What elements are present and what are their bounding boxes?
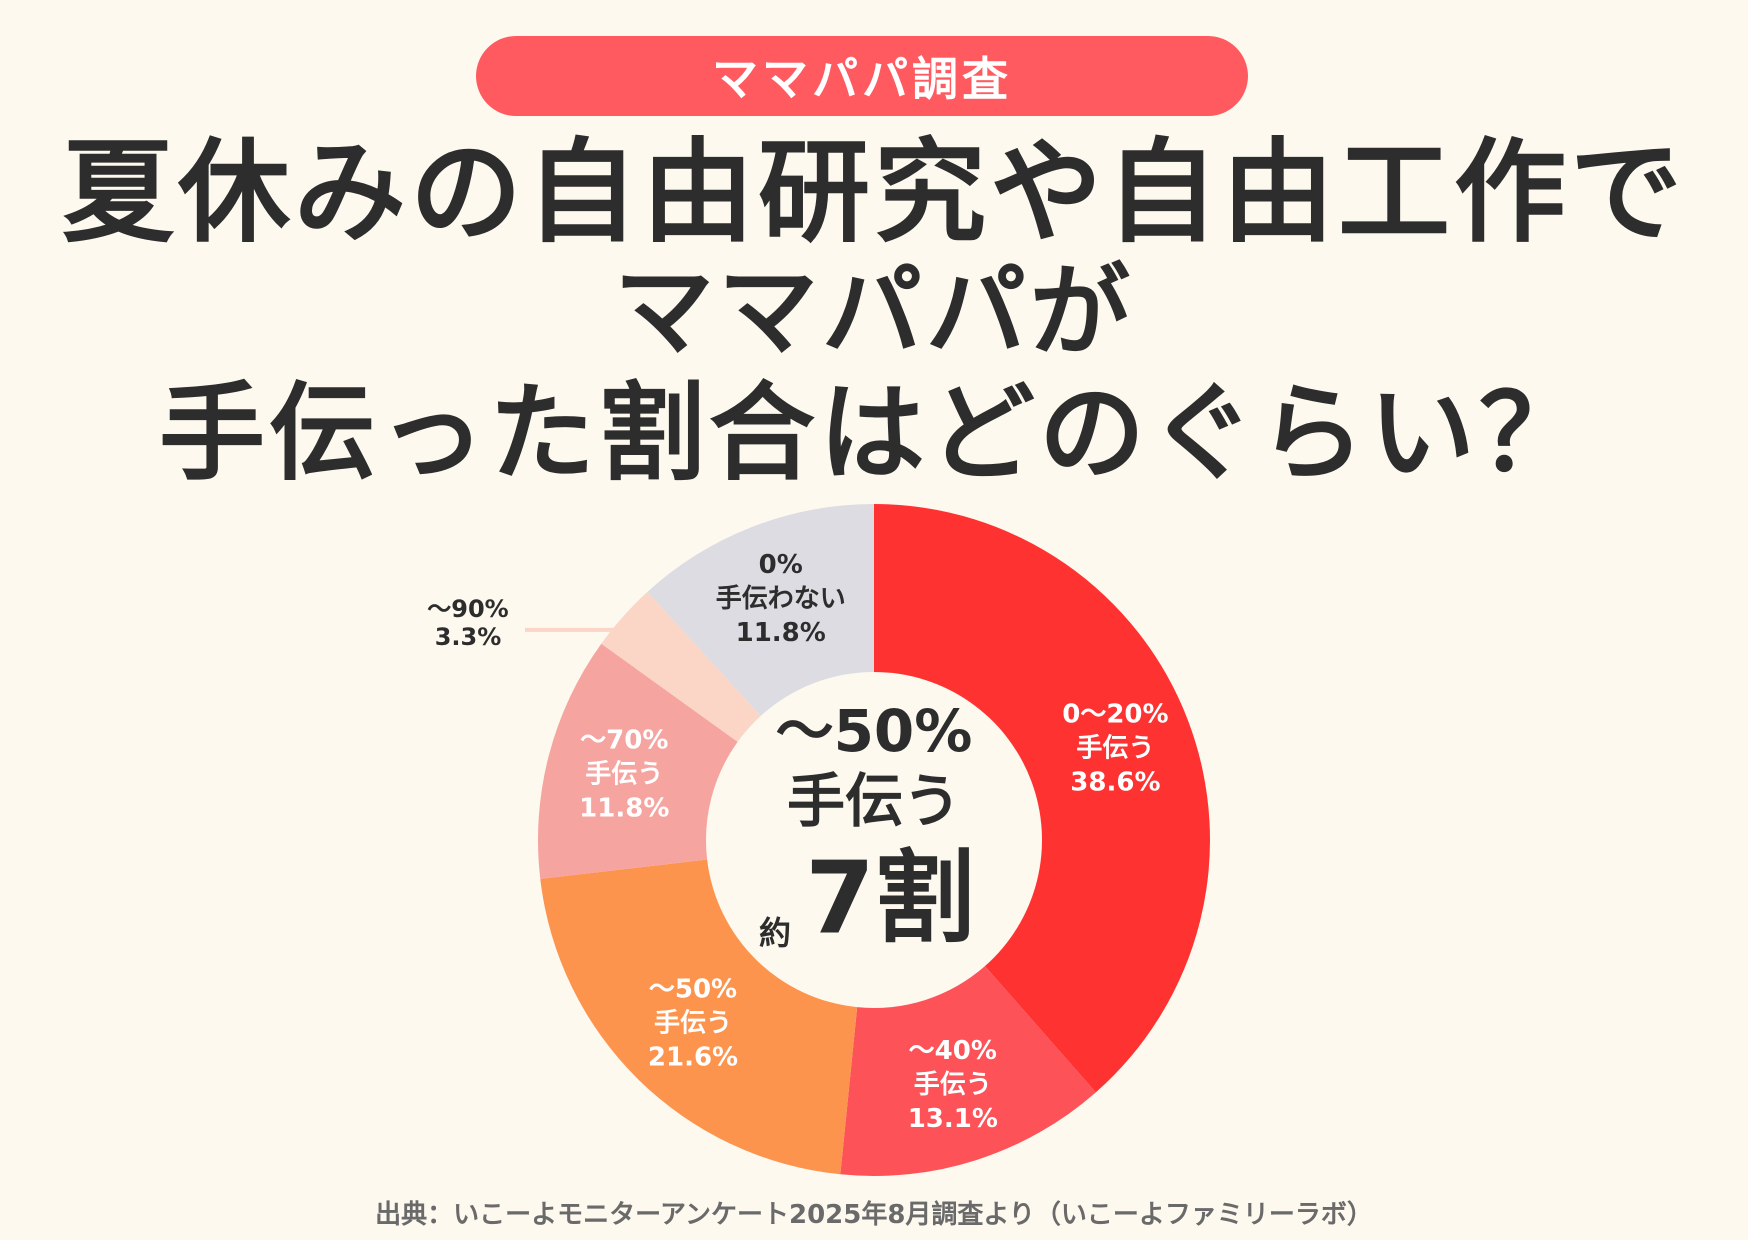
center-value: 7割 [805,839,975,956]
slice-2 [540,859,858,1175]
slice-label-3-0: 〜70% [580,726,668,756]
slice-label-2-2: 21.6% [648,1042,738,1072]
source-note: 出典：いこーよモニターアンケート2025年8月調査より（いこーよファミリーラボ） [375,1200,1373,1230]
center-line-2: 手伝う [787,767,961,835]
survey-badge: ママパパ調査 [476,36,1248,116]
slice-label-4-1: 3.3% [435,623,502,651]
slice-5 [647,504,874,716]
slice-label-2-1: 手伝う [654,1008,732,1038]
slice-1 [840,966,1096,1176]
slice-label-5-1: 手伝わない [716,584,846,614]
title-line-3: 手伝った割合はどのぐらい？ [159,372,1589,495]
center-prefix: 約 [759,914,791,952]
slice-label-0-0: 0〜20% [1062,699,1168,729]
slice-label-1-0: 〜40% [909,1036,997,1066]
center-line-1: 〜50% [776,697,973,765]
slice-3 [538,643,738,879]
slice-label-1-2: 13.1% [908,1104,998,1134]
slice-label-4-0: 〜90% [427,595,508,623]
slice-label-0-1: 手伝う [1076,733,1154,763]
title-line-1: 夏休みの自由研究や自由工作で [62,128,1686,258]
slice-4 [601,591,761,742]
slice-label-5-2: 11.8% [736,618,826,648]
slice-label-5-0: 0% [759,550,803,580]
slice-label-2-0: 〜50% [649,974,737,1004]
title-line-2: ママパパが [614,253,1134,370]
slice-label-3-2: 11.8% [579,794,669,824]
slice-0 [874,504,1210,1093]
slice-label-0-2: 38.6% [1070,767,1160,797]
slice-label-3-1: 手伝う [585,760,663,790]
slice-label-1-1: 手伝う [914,1070,992,1100]
